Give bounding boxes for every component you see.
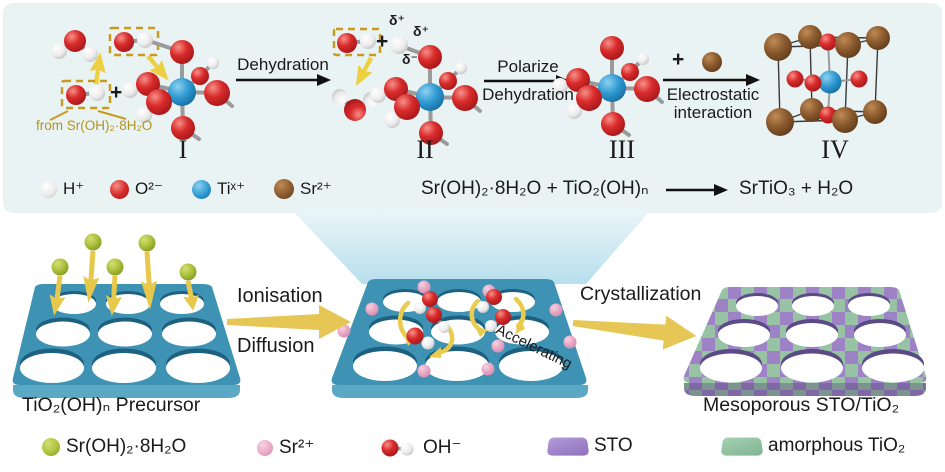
delta-plus-label: δ⁺ [413,23,429,39]
legend-item-amorphous-tio2: amorphous TiO₂ [720,435,906,457]
diffusion-label: Diffusion [237,335,315,357]
equation-rhs: SrTiO₃ + H₂O [739,178,854,199]
stage-label-iv: IV [821,135,849,164]
precursor-slab [12,284,241,398]
legend-label: H⁺ [63,179,85,198]
hydroxide-legend-glyph [381,439,414,457]
sto-chip-icon [546,437,590,456]
delta-minus-label: δ⁻ [402,51,418,67]
oxygen-sphere-icon [110,179,129,199]
electrostatic-label-line2: interaction [673,103,753,122]
from-sr-hydroxide-label: from Sr(OH)₂·8H₂O [36,118,153,133]
dehydration-label: Dehydration [237,55,329,74]
legend-item-oxygen: O²⁻ [110,179,163,199]
electrostatic-arrow [663,52,760,86]
ionisation-arrow [227,305,351,339]
crystallization-label: Crystallization [580,283,702,305]
crystallization-arrow [571,306,699,353]
dehydration-arrow [236,74,331,86]
legend-item-sto: STO [546,435,633,457]
plus-sign: + [672,48,685,71]
hydroxide-clusters [406,289,511,350]
reaction-slab [331,279,588,398]
stage-iv-perovskite [764,25,890,136]
legend-item-sr-hydroxide: Sr(OH)₂·8H₂O [42,436,186,458]
legend-label: O²⁻ [135,179,163,198]
legend-label: STO [594,435,633,456]
strontium-sphere-icon [274,179,294,199]
zoom-funnel [294,212,649,284]
legend-label: Tiˣ⁺ [217,179,246,198]
legend-item-hydrogen: H⁺ [40,179,84,199]
legend-label: amorphous TiO₂ [768,435,906,456]
legend-label: Sr²⁺ [300,179,332,198]
polarize-label: Polarize [497,57,559,76]
plus-sign: + [110,81,123,104]
legend-label: Sr(OH)₂·8H₂O [66,436,187,457]
precursor-slab-label: TiO₂(OH)ₙ Precursor [22,394,201,416]
equation-arrow [666,184,728,196]
mesoporous-slab-label: Mesoporous STO/TiO₂ [703,394,900,416]
plus-sign: + [376,30,389,53]
delta-plus-label: δ⁺ [389,12,405,28]
stage-i-molecule [49,26,234,142]
hydrogen-sphere-icon [40,180,57,198]
legend-label: OH⁻ [423,437,462,458]
reaction-holes [353,289,563,381]
amorphous-tio2-chip-icon [720,437,764,456]
mesoporous-holes [700,293,924,383]
incoming-sr-species [46,233,202,317]
equation-lhs: Sr(OH)₂·8H₂O + TiO₂(OH)ₙ [421,178,649,199]
stage-label-ii: II [416,135,434,164]
stage-label-i: I [178,135,188,164]
legend-item-sr-ion: Sr²⁺ [257,436,314,459]
stage-ii-molecule [330,27,482,147]
legend-item-strontium: Sr²⁺ [274,179,332,199]
sr-hydroxide-sphere-icon [42,438,60,456]
oh-highlight-box [332,27,382,57]
sr-ions-on-slab [337,280,577,378]
mesoporous-slab [683,287,927,396]
sr-ion-sphere-icon [257,439,273,456]
legend-label: Sr²⁺ [279,437,315,458]
titanium-sphere-icon [192,179,211,199]
legend-item-titanium: Tiˣ⁺ [192,179,245,199]
stage-label-iii: III [609,135,635,164]
polarize-dehydration-label: Dehydration [482,85,574,104]
electrostatic-label-line1: Electrostatic [666,85,760,104]
ionisation-label: Ionisation [237,285,323,307]
legend-item-hydroxide: OH⁻ [423,436,462,459]
